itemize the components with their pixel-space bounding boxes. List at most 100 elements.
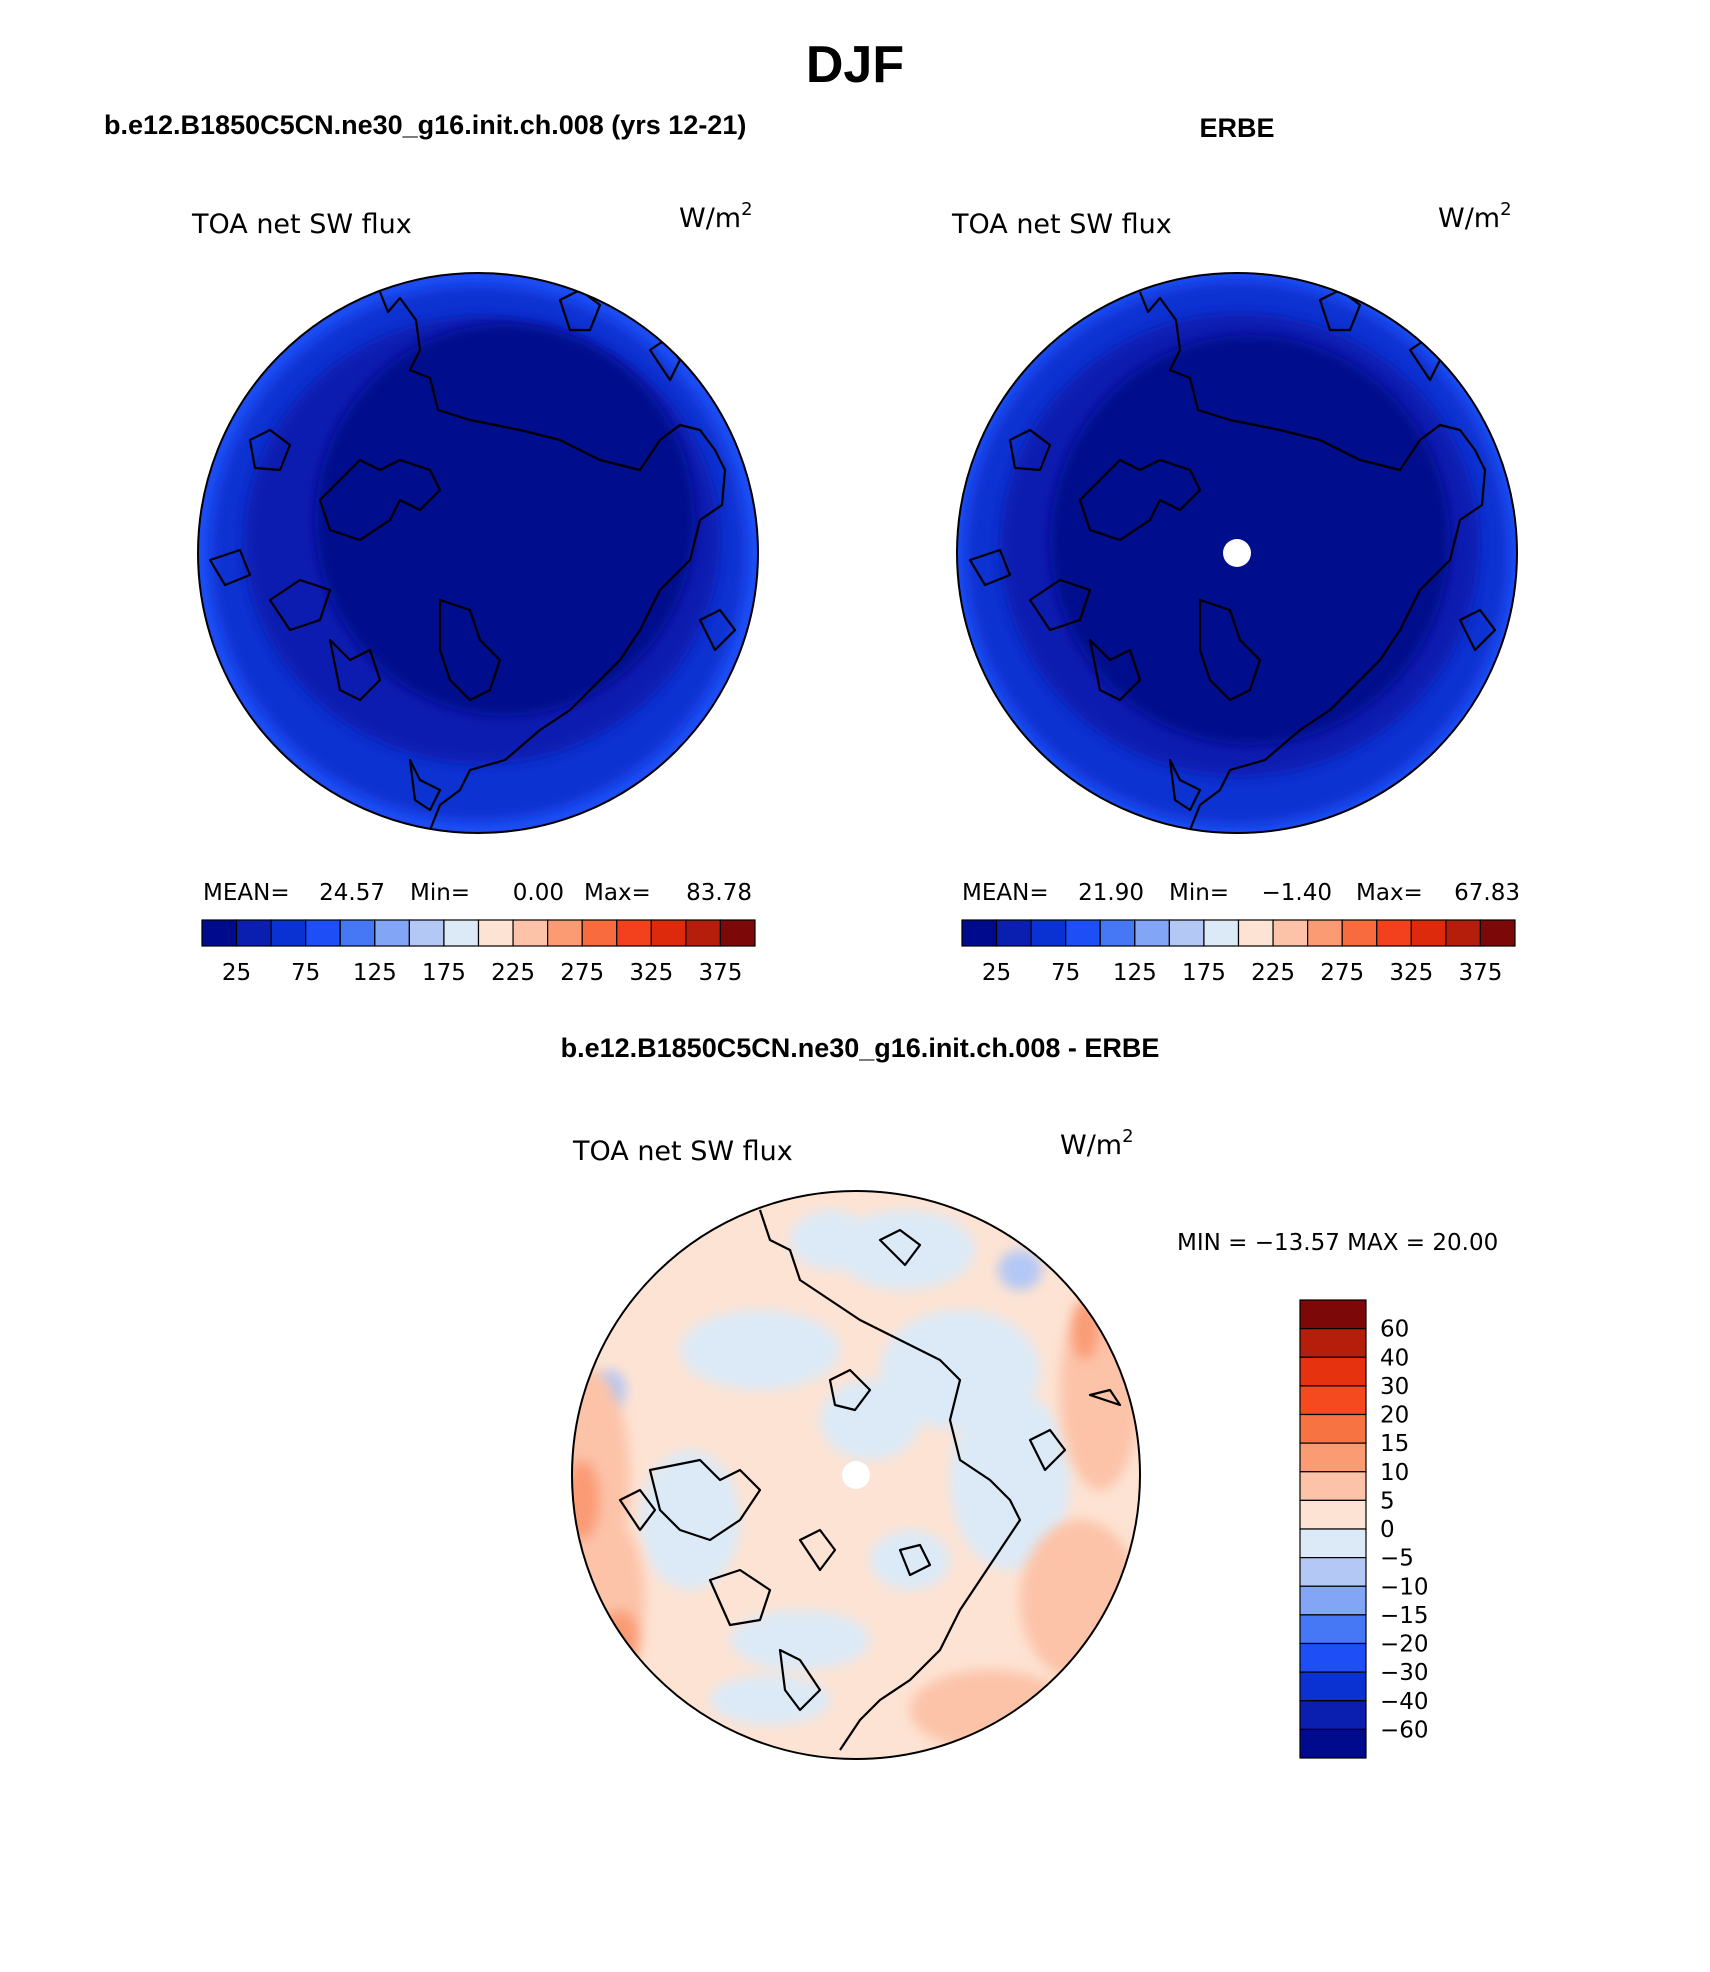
colorbar-swatch — [408, 919, 445, 947]
colorbar-tick-label: 175 — [1182, 960, 1226, 986]
panel-diff-minmax: MIN = −13.57 MAX = 20.00 — [1177, 1230, 1498, 1256]
colorbar-tick-label: −10 — [1380, 1574, 1429, 1600]
panel-model: b.e12.B1850C5CN.ne30_g16.init.ch.008 (yr… — [104, 110, 759, 986]
colorbar-swatch — [1237, 919, 1274, 947]
colorbar-tick-label: 20 — [1380, 1403, 1409, 1429]
colorbar-swatch — [374, 919, 410, 947]
colorbar-swatch — [719, 919, 756, 947]
colorbar-swatch — [201, 919, 238, 947]
colorbar-swatch — [1299, 1557, 1367, 1587]
panel-obs-units-exp: 2 — [1500, 199, 1511, 220]
colorbar-swatch — [305, 919, 341, 947]
colorbar-tick-label: 325 — [1389, 960, 1433, 986]
colorbar-tick-label: 125 — [1113, 960, 1157, 986]
panel-model-mean-label: MEAN= — [203, 880, 290, 906]
panel-obs-title: ERBE — [1199, 113, 1274, 143]
colorbar-tick-label: 75 — [291, 960, 320, 986]
panel-obs-colorbar: 25 75 125 175 225 275 325 375 — [961, 919, 1516, 986]
colorbar-tick-label: 25 — [222, 960, 251, 986]
map-obs-band-1 — [1050, 335, 1450, 745]
colorbar-tick-label: 40 — [1380, 1345, 1409, 1371]
colorbar-tick-label: 375 — [698, 960, 742, 986]
panel-diff-units-base: W/m — [1060, 1130, 1122, 1161]
panel-diff-title: b.e12.B1850C5CN.ne30_g16.init.ch.008 - E… — [561, 1033, 1160, 1063]
panel-obs-units: W/m2 — [1438, 199, 1512, 234]
map-diff-negative-patches — [640, 1210, 1070, 1725]
map-obs-boundary — [956, 272, 1518, 834]
colorbar-tick-label: 325 — [629, 960, 673, 986]
panel-obs-max-value: 67.83 — [1454, 880, 1520, 906]
panel-model-units-base: W/m — [679, 203, 741, 234]
colorbar-swatch — [995, 919, 1032, 947]
map-obs-pole-hole — [1223, 539, 1251, 567]
colorbar-swatch — [270, 919, 307, 947]
panel-diff-map — [571, 1190, 1141, 1760]
map-diff-boundary — [571, 1190, 1141, 1760]
panel-diff-variable-label: TOA net SW flux — [572, 1136, 793, 1167]
panel-model-mean-value: 24.57 — [319, 880, 385, 906]
colorbar-tick-label: 175 — [422, 960, 466, 986]
colorbar-swatch — [339, 919, 376, 947]
panel-model-stats: MEAN= 24.57 Min= 0.00 Max= 83.78 — [203, 880, 752, 906]
colorbar-swatch — [1299, 1700, 1367, 1730]
colorbar-swatch — [1299, 1642, 1367, 1673]
colorbar-swatch — [1299, 1671, 1367, 1702]
panel-model-title: b.e12.B1850C5CN.ne30_g16.init.ch.008 (yr… — [104, 110, 746, 140]
colorbar-tick-label: 0 — [1380, 1517, 1395, 1543]
panel-model-min-label: Min= — [410, 880, 470, 906]
colorbar-swatch — [1299, 1528, 1367, 1559]
colorbar-swatch — [1203, 919, 1240, 947]
panel-obs-stats: MEAN= 21.90 Min= −1.40 Max= 67.83 — [962, 880, 1520, 906]
colorbar-swatch — [616, 919, 652, 947]
colorbar-tick-label: 10 — [1380, 1460, 1409, 1486]
map-model-band-1 — [315, 324, 695, 716]
panel-obs-units-base: W/m — [1438, 203, 1500, 234]
colorbar-swatch — [1065, 919, 1101, 947]
colorbar-tick-label: 125 — [353, 960, 397, 986]
map-model-coastlines — [208, 288, 737, 831]
colorbar-tick-label: 15 — [1380, 1431, 1409, 1457]
colorbar-swatch — [1299, 1614, 1367, 1645]
colorbar-swatch — [1299, 1471, 1367, 1501]
colorbar-swatch — [1030, 919, 1067, 947]
colorbar-tick-label: −30 — [1380, 1660, 1429, 1686]
panel-obs-variable-label: TOA net SW flux — [951, 209, 1172, 240]
colorbar-swatch — [443, 919, 480, 947]
panel-obs-mean-value: 21.90 — [1078, 880, 1144, 906]
map-model-boundary — [197, 272, 759, 834]
panel-diff: b.e12.B1850C5CN.ne30_g16.init.ch.008 - E… — [561, 1033, 1498, 1760]
colorbar-tick-label: 25 — [982, 960, 1011, 986]
colorbar-swatch — [1134, 919, 1170, 947]
colorbar-swatch — [477, 919, 514, 947]
colorbar-swatch — [547, 919, 583, 947]
colorbar-swatch — [1272, 919, 1309, 947]
colorbar-tick-label: −15 — [1380, 1603, 1429, 1629]
panel-obs-mean-label: MEAN= — [962, 880, 1049, 906]
colorbar-tick-label: −40 — [1380, 1689, 1429, 1715]
panel-model-max-label: Max= — [584, 880, 651, 906]
panel-obs-max-label: Max= — [1356, 880, 1423, 906]
colorbar-swatch — [1099, 919, 1136, 947]
map-diff-pole-hole — [842, 1461, 870, 1489]
colorbar-tick-label: 275 — [560, 960, 604, 986]
panel-model-units: W/m2 — [679, 199, 753, 234]
map-diff-coastlines — [618, 1209, 1122, 1751]
colorbar-tick-label: 75 — [1051, 960, 1080, 986]
colorbar-tick-label: −20 — [1380, 1632, 1429, 1658]
panel-diff-units: W/m2 — [1060, 1126, 1134, 1161]
colorbar-swatch — [650, 919, 687, 947]
colorbar-swatch — [1299, 1356, 1367, 1387]
panel-model-min-value: 0.00 — [513, 880, 564, 906]
panel-obs: ERBE TOA net SW flux W/m2 — [951, 113, 1520, 986]
colorbar-swatch — [1376, 919, 1412, 947]
panel-model-map — [197, 272, 759, 834]
colorbar-swatch — [1410, 919, 1447, 947]
colorbar-swatch — [1168, 919, 1205, 947]
colorbar-swatch — [1299, 1328, 1367, 1358]
panel-model-colorbar: 25 75 125 175 225 275 325 375 — [201, 919, 756, 986]
colorbar-tick-label: −5 — [1380, 1546, 1414, 1572]
colorbar-swatch — [512, 919, 549, 947]
panel-model-units-exp: 2 — [741, 199, 752, 220]
